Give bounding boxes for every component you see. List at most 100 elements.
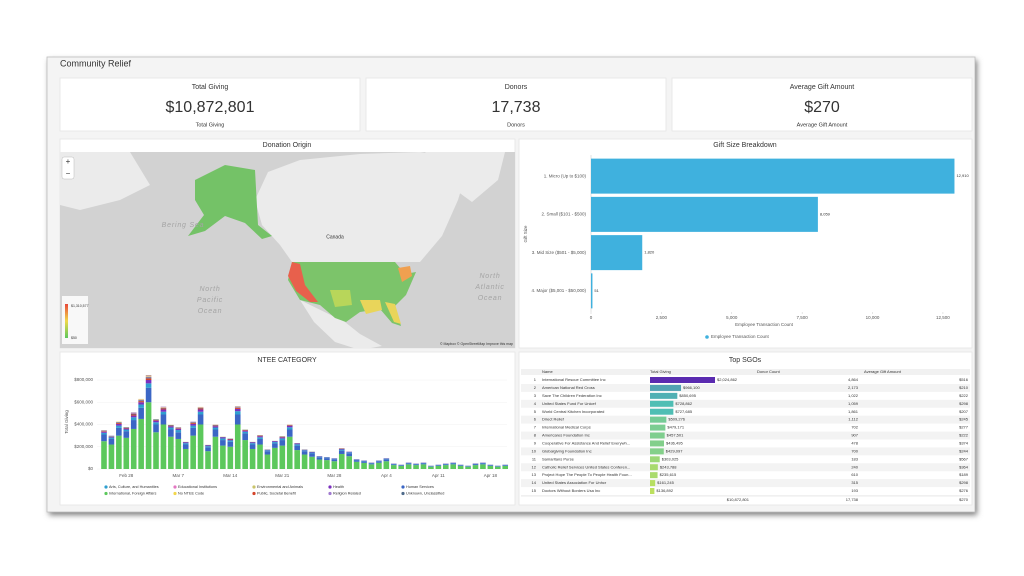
bar-segment: [465, 466, 471, 469]
y-tick-label: 4. Major ($5,001 - $50,000): [531, 288, 586, 293]
zoom-in[interactable]: +: [66, 157, 71, 166]
row-name[interactable]: Americares Foundation Inc: [542, 433, 590, 438]
bar-segment: [175, 430, 182, 433]
row-name[interactable]: United States Association For Unhcr: [542, 480, 607, 485]
bar-segment: [168, 425, 174, 426]
x-tick-label: Mar 21: [275, 473, 290, 478]
bar-segment: [160, 424, 167, 469]
data-bar: [650, 400, 674, 407]
bar-segment: [101, 431, 107, 433]
bar-segment: [249, 442, 256, 444]
bar-segment: [145, 376, 152, 377]
data-bar: [650, 480, 656, 487]
legend-swatch: [328, 485, 332, 489]
bar: [591, 158, 955, 194]
bar-segment: [205, 445, 211, 447]
donor-count: 1,059: [848, 401, 859, 406]
bar-segment: [145, 374, 152, 376]
total-giving: $2,024,862: [717, 377, 738, 382]
column-header[interactable]: Name: [542, 369, 553, 374]
x-tick-label: Apr 4: [381, 473, 392, 478]
bar-segment: [153, 419, 159, 421]
bar-segment: [234, 414, 241, 425]
bar-segment: [309, 453, 315, 457]
row-rank: 4: [534, 401, 537, 406]
row-rank: 15: [532, 488, 537, 493]
bar-segment: [242, 433, 248, 441]
x-tick-label: 0: [590, 315, 593, 320]
bar-segment: [160, 408, 167, 410]
column-header[interactable]: Donor Count: [757, 369, 781, 374]
bar-segment: [383, 461, 390, 469]
bar-segment: [494, 466, 501, 467]
bar-segment: [108, 436, 115, 438]
zoom-out[interactable]: −: [66, 169, 71, 178]
average-gift: $567: [959, 456, 969, 461]
row-name[interactable]: United States Fund For Unicef: [542, 401, 597, 406]
bar-segment: [227, 440, 234, 442]
bar-segment: [145, 377, 152, 379]
bar-segment: [390, 464, 397, 466]
bar-segment: [316, 459, 323, 469]
donor-count: 193: [851, 488, 858, 493]
bar-segment: [160, 409, 167, 412]
bar-segment: [457, 465, 464, 466]
bar-segment: [168, 426, 174, 428]
row-name[interactable]: Cooperative For Assistance And Relief Ev…: [542, 441, 630, 446]
row-name[interactable]: Project Hope The People To People Health…: [542, 472, 632, 477]
donor-count: 1,112: [848, 417, 858, 422]
bar-segment: [175, 427, 182, 429]
bar-segment: [227, 439, 234, 441]
bar-segment: [376, 462, 382, 469]
total-giving: $243,788: [660, 464, 677, 469]
row-rank: 12: [532, 464, 537, 469]
bar-segment: [160, 414, 167, 425]
bar-segment: [361, 461, 367, 463]
row-name[interactable]: Direct Relief: [542, 417, 565, 422]
average-gift: $277: [959, 425, 969, 430]
south-state: [360, 300, 382, 314]
row-name[interactable]: Catholic Relief Services United States C…: [542, 464, 630, 469]
bar: [591, 196, 818, 232]
bar-segment: [138, 418, 144, 469]
row-name[interactable]: International Medical Corps: [542, 425, 591, 430]
zoom-control[interactable]: [61, 156, 75, 180]
column-header[interactable]: Total Giving: [650, 369, 671, 374]
x-tick-label: Mar 28: [327, 473, 342, 478]
bar-segment: [197, 414, 204, 425]
bar-segment: [227, 446, 234, 469]
bar-segment: [316, 456, 323, 458]
bar-segment: [502, 465, 509, 466]
bar-segment: [182, 443, 189, 445]
row-name[interactable]: Globalgiving Foundation Inc: [542, 448, 592, 453]
bar-segment: [153, 432, 159, 469]
bar-segment: [108, 437, 115, 439]
bar-segment: [130, 413, 137, 415]
legend-label: No NTEE Code: [178, 492, 204, 496]
row-name[interactable]: Doctors Without Borders Usa Inc: [542, 488, 600, 493]
bar-segment: [376, 461, 382, 463]
bar-segment: [101, 430, 107, 432]
bar-segment: [324, 457, 330, 459]
x-tick-label: Apr 11: [432, 473, 445, 478]
y-tick-label: $0: [88, 466, 94, 471]
bar-segment: [234, 424, 241, 469]
total-giving: $235,615: [660, 472, 677, 477]
bar-segment: [138, 402, 144, 405]
row-name[interactable]: International Rescue Committee Inc: [542, 377, 606, 382]
bar-segment: [101, 431, 107, 432]
row-name[interactable]: Samaritans Purse: [542, 456, 575, 461]
bar-segment: [130, 428, 137, 469]
row-name[interactable]: American National Red Cross: [542, 385, 595, 390]
row-name[interactable]: Save The Children Federation Inc: [542, 393, 602, 398]
bar-segment: [130, 413, 137, 414]
row-name[interactable]: World Central Kitchen Incorporated: [542, 409, 604, 414]
legend-label: Unknown, Unclassified: [406, 492, 444, 496]
bar-segment: [294, 444, 300, 446]
total-giving: $850,695: [679, 393, 696, 398]
bar-segment: [227, 441, 234, 447]
map-label: Canada: [326, 234, 344, 240]
kpi-caption: Donors: [507, 122, 525, 128]
column-header[interactable]: Average Gift Amount: [864, 369, 902, 374]
bar-segment: [353, 460, 360, 462]
